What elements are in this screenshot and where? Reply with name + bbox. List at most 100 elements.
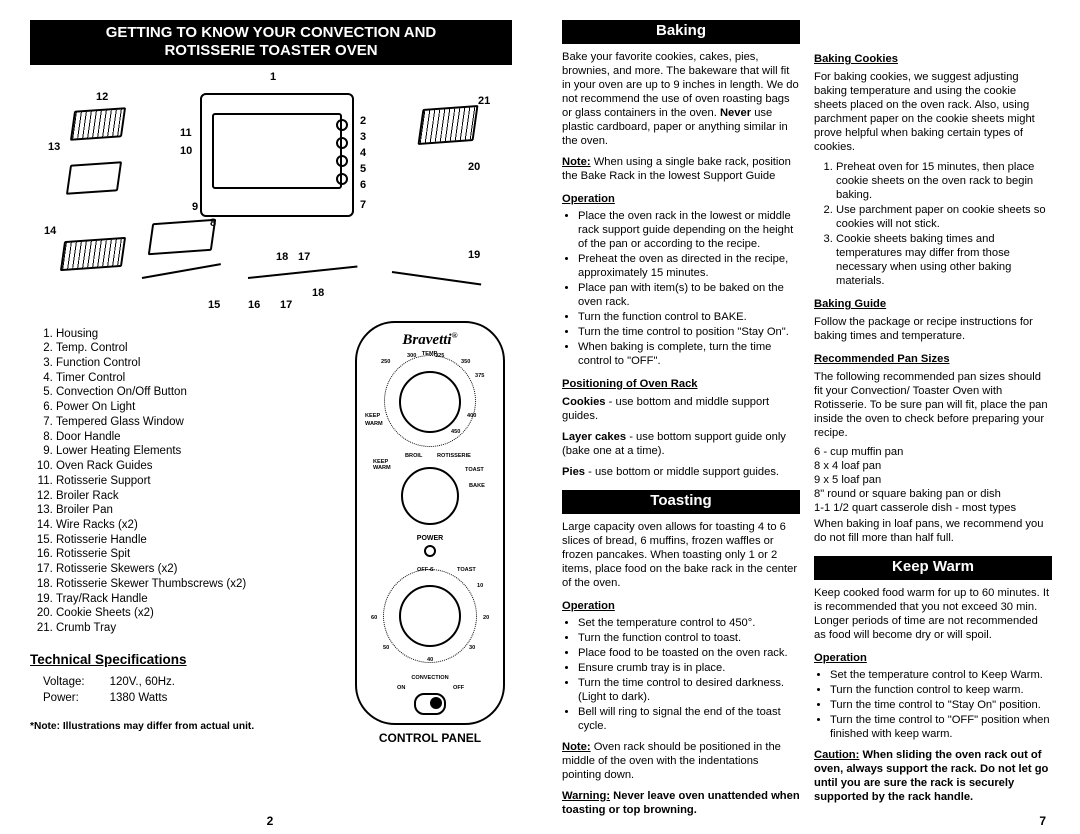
keep-warm-operation-list: Set the temperature control to Keep Warm… bbox=[814, 668, 1052, 742]
left-lower-row: HousingTemp. ControlFunction ControlTime… bbox=[30, 321, 512, 745]
baking-note-lead: Note: bbox=[562, 156, 591, 168]
ctrl-tick: 50 bbox=[383, 645, 389, 651]
wire-rack bbox=[70, 107, 126, 141]
ctrl-conv-label: CONVECTION bbox=[411, 675, 448, 681]
list-item: Ensure crumb tray is in place. bbox=[578, 661, 800, 675]
parts-list-item: Timer Control bbox=[56, 371, 328, 386]
ctrl-func-text: TOAST bbox=[465, 467, 484, 473]
parts-list-item: Tempered Glass Window bbox=[56, 415, 328, 430]
parts-list-item: Rotisserie Handle bbox=[56, 533, 328, 548]
ctrl-tick: 400 bbox=[467, 413, 476, 419]
baking-cookies-intro: For baking cookies, we suggest adjusting… bbox=[814, 70, 1052, 154]
list-item: Turn the time control to "Stay On" posit… bbox=[830, 698, 1052, 712]
left-banner-line2: ROTISSERIE TOASTER OVEN bbox=[164, 42, 377, 59]
parts-list-item: Convection On/Off Button bbox=[56, 385, 328, 400]
parts-list-item: Rotisserie Spit bbox=[56, 547, 328, 562]
parts-list-item: Broiler Pan bbox=[56, 503, 328, 518]
pan-size-item: 1-1 1/2 quart casserole dish - most type… bbox=[814, 501, 1052, 515]
baking-note: Note: When using a single bake rack, pos… bbox=[562, 155, 800, 183]
ctrl-tick: 350 bbox=[461, 359, 470, 365]
ctrl-tick: 60 bbox=[371, 615, 377, 621]
callout-18b: 18 bbox=[312, 287, 324, 299]
callout-6: 6 bbox=[360, 179, 366, 191]
left-banner: GETTING TO KNOW YOUR CONVECTION AND ROTI… bbox=[30, 20, 512, 65]
keep-warm-caution: Caution: When sliding the oven rack out … bbox=[814, 748, 1052, 804]
list-item: Turn the function control to toast. bbox=[578, 631, 800, 645]
right-col-2: Baking Cookies For baking cookies, we su… bbox=[814, 20, 1052, 824]
switch-knob-icon bbox=[430, 697, 442, 709]
keep-warm-banner: Keep Warm bbox=[814, 556, 1052, 580]
ctrl-func-text: BAKE bbox=[469, 483, 485, 489]
crumb-tray bbox=[148, 218, 216, 254]
list-item: Turn the function control to BAKE. bbox=[578, 310, 800, 324]
ctrl-on-label: ON bbox=[397, 685, 405, 691]
callout-8: 8 bbox=[210, 217, 216, 229]
ctrl-time-text: TOAST bbox=[457, 567, 476, 573]
callout-18: 18 bbox=[276, 251, 288, 263]
ctrl-temp-dial bbox=[399, 371, 461, 433]
left-page-number: 2 bbox=[267, 814, 274, 828]
parts-list-item: Function Control bbox=[56, 356, 328, 371]
baking-never-lead: Never bbox=[720, 107, 751, 119]
list-item: Turn the function control to keep warm. bbox=[830, 683, 1052, 697]
parts-list-item: Crumb Tray bbox=[56, 621, 328, 636]
pos-layer: Layer cakes - use bottom support guide o… bbox=[562, 430, 800, 458]
callout-5: 5 bbox=[360, 163, 366, 175]
techspec-value: 1380 Watts bbox=[109, 691, 197, 705]
list-item: Bell will ring to signal the end of the … bbox=[578, 705, 800, 733]
rec-pan-head: Recommended Pan Sizes bbox=[814, 352, 1052, 366]
pan-size-item: 8" round or square baking pan or dish bbox=[814, 487, 1052, 501]
pos-cookies-lead: Cookies bbox=[562, 396, 606, 408]
operation-head: Operation bbox=[562, 599, 800, 613]
kw-caution-lead: Caution: bbox=[814, 749, 859, 761]
techspec-value: 120V., 60Hz. bbox=[109, 675, 197, 689]
ctrl-tick: 450 bbox=[451, 429, 460, 435]
power-led-icon bbox=[424, 545, 436, 557]
list-item: Set the temperature control to 450°. bbox=[578, 616, 800, 630]
ctrl-time-text: OFF-S bbox=[417, 567, 434, 573]
callout-21: 21 bbox=[478, 95, 490, 107]
spacer bbox=[814, 20, 1052, 48]
parts-list-item: Rotisserie Skewers (x2) bbox=[56, 562, 328, 577]
parts-list: HousingTemp. ControlFunction ControlTime… bbox=[30, 327, 328, 636]
left-lower-text-col: HousingTemp. ControlFunction ControlTime… bbox=[30, 321, 328, 745]
list-item: Preheat the oven as directed in the reci… bbox=[578, 252, 800, 280]
manual-spread: GETTING TO KNOW YOUR CONVECTION AND ROTI… bbox=[0, 0, 1080, 834]
parts-list-item: Cookie Sheets (x2) bbox=[56, 606, 328, 621]
baking-cookies-head: Baking Cookies bbox=[814, 52, 1052, 66]
ctrl-time-dial bbox=[399, 585, 461, 647]
list-item: Turn the time control to position "Stay … bbox=[578, 325, 800, 339]
right-page-number: 7 bbox=[1039, 814, 1046, 828]
list-item: Place food to be toasted on the oven rac… bbox=[578, 646, 800, 660]
parts-list-item: Oven Rack Guides bbox=[56, 459, 328, 474]
callout-7: 7 bbox=[360, 199, 366, 211]
baking-guide-head: Baking Guide bbox=[814, 297, 1052, 311]
oven-body bbox=[200, 93, 354, 217]
right-col-1: Baking Bake your favorite cookies, cakes… bbox=[562, 20, 800, 824]
ctrl-tick: KEEP bbox=[365, 413, 380, 419]
callout-1: 1 bbox=[270, 71, 276, 83]
left-page: GETTING TO KNOW YOUR CONVECTION AND ROTI… bbox=[0, 0, 540, 834]
oven-knob bbox=[336, 119, 348, 131]
callout-9: 9 bbox=[192, 201, 198, 213]
ctrl-tick: WARM bbox=[365, 421, 383, 427]
parts-list-item: Power On Light bbox=[56, 400, 328, 415]
operation-head: Operation bbox=[562, 192, 800, 206]
parts-list-item: Lower Heating Elements bbox=[56, 444, 328, 459]
baking-intro: Bake your favorite cookies, cakes, pies,… bbox=[562, 50, 800, 148]
left-banner-line1: GETTING TO KNOW YOUR CONVECTION AND bbox=[106, 24, 437, 41]
baking-cookies-steps: Preheat oven for 15 minutes, then place … bbox=[814, 160, 1052, 289]
toasting-note-body: Oven rack should be positioned in the mi… bbox=[562, 741, 781, 781]
callout-3: 3 bbox=[360, 131, 366, 143]
callout-2: 2 bbox=[360, 115, 366, 127]
ctrl-tick: 300 bbox=[407, 353, 416, 359]
ctrl-power-label: POWER bbox=[417, 535, 443, 542]
list-item: Place the oven rack in the lowest or mid… bbox=[578, 209, 800, 251]
pos-cookies: Cookies - use bottom and middle support … bbox=[562, 395, 800, 423]
cookie-sheet bbox=[417, 105, 478, 145]
pos-pies-lead: Pies bbox=[562, 466, 585, 478]
rotisserie-spit bbox=[248, 265, 358, 278]
control-brand: Bravetti® bbox=[357, 331, 503, 349]
callout-10: 10 bbox=[180, 145, 192, 157]
exploded-diagram: 1 2 3 4 5 6 7 8 9 10 11 12 13 14 15 16 1… bbox=[30, 71, 512, 321]
